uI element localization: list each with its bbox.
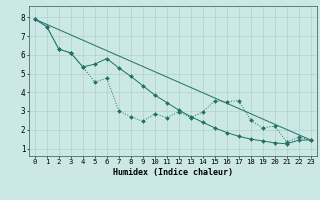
X-axis label: Humidex (Indice chaleur): Humidex (Indice chaleur) — [113, 168, 233, 177]
